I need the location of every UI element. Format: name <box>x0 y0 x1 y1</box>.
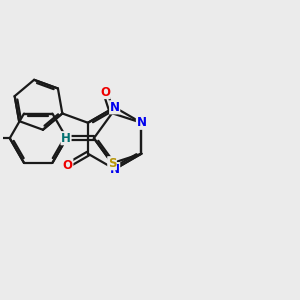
Text: S: S <box>108 157 116 170</box>
Text: N: N <box>110 163 120 176</box>
Text: N: N <box>110 101 120 114</box>
Text: O: O <box>100 85 110 98</box>
Text: N: N <box>136 116 146 129</box>
Text: H: H <box>61 132 71 145</box>
Text: O: O <box>63 159 73 172</box>
